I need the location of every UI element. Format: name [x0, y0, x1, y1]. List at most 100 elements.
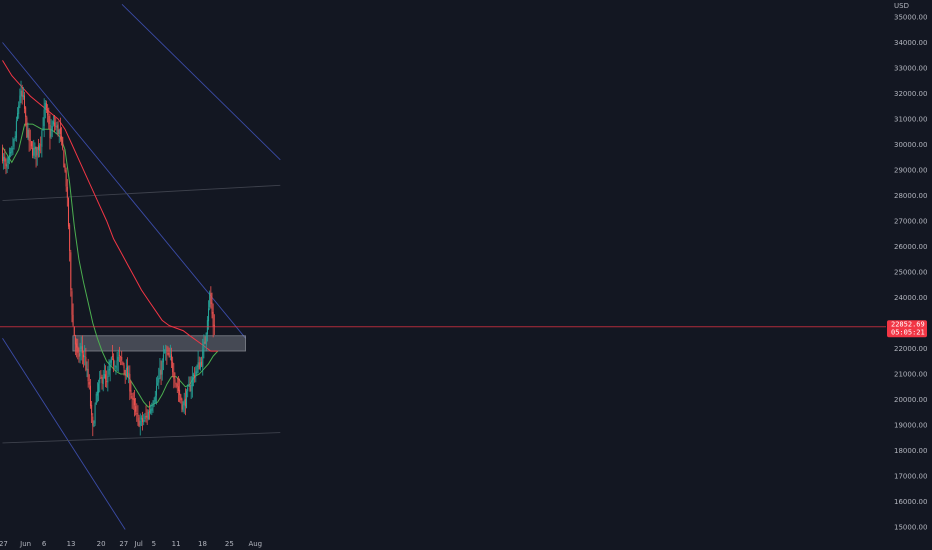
candle-body — [21, 90, 23, 97]
candle-body — [125, 368, 127, 377]
x-tick-label: 27 — [0, 540, 8, 548]
candle-body — [152, 404, 154, 408]
candle-body — [33, 147, 35, 156]
candle-body — [146, 415, 148, 418]
candle-body — [211, 302, 213, 314]
candle-body — [6, 164, 8, 168]
x-tick-label: 18 — [198, 540, 207, 548]
y-tick-label: 30000.00 — [894, 141, 927, 149]
candle-body — [7, 158, 9, 164]
candle-body — [187, 387, 189, 392]
candle-body — [19, 95, 21, 106]
candle-body — [209, 292, 211, 308]
candle-body — [170, 354, 172, 361]
candle-body — [94, 404, 96, 424]
candle-body — [66, 186, 68, 198]
candle-body — [86, 368, 88, 370]
candle-body — [95, 393, 97, 404]
candle-body — [83, 354, 85, 358]
candle-body — [100, 376, 102, 378]
candle-body — [35, 146, 37, 158]
candle-body — [179, 389, 181, 395]
candle-body — [168, 352, 170, 358]
candle-body — [174, 379, 176, 383]
candle-body — [133, 398, 135, 406]
y-tick-label: 25000.00 — [894, 269, 927, 277]
candle-body — [20, 90, 22, 96]
candle-body — [172, 361, 174, 373]
x-tick-label: 5 — [152, 540, 156, 548]
candle-body — [25, 107, 27, 118]
y-tick-label: 27000.00 — [894, 218, 927, 226]
y-tick-label: 29000.00 — [894, 167, 927, 175]
candle-body — [166, 353, 168, 355]
candle-body — [50, 129, 52, 137]
candle-body — [199, 362, 201, 369]
candle-body — [22, 95, 24, 97]
candle-body — [107, 376, 109, 383]
candle-body — [157, 383, 159, 385]
candle-body — [56, 125, 58, 128]
candle-body — [137, 414, 139, 417]
candle-body — [154, 395, 156, 402]
candle-body — [3, 156, 5, 161]
candle-body — [15, 120, 17, 138]
y-tick-label: 15000.00 — [894, 524, 927, 532]
candle-body — [131, 395, 133, 399]
candle-body — [85, 357, 87, 371]
candle-body — [36, 147, 38, 156]
candle-body — [201, 361, 203, 366]
plot-area[interactable] — [0, 3, 886, 530]
trend-line-2 — [2, 338, 126, 530]
candle-body — [138, 417, 140, 427]
candle-body — [110, 357, 112, 363]
candle-body — [13, 139, 15, 147]
candle-body — [105, 374, 107, 380]
candle-body — [47, 108, 49, 116]
candle-body — [115, 366, 117, 368]
y-tick-label: 33000.00 — [894, 65, 927, 73]
candle-body — [87, 368, 89, 382]
candle-body — [62, 137, 64, 149]
candle-body — [129, 374, 131, 392]
candle-body — [98, 383, 100, 393]
candle-body — [176, 383, 178, 387]
candle-body — [78, 353, 80, 357]
candle-body — [70, 252, 72, 290]
candle-body — [210, 293, 212, 304]
current-price-label: 22852.69 — [891, 320, 925, 328]
time-axis[interactable]: 27 Jun 6 13 20 27 Jul 5 11 18 25 Aug — [0, 540, 262, 548]
candle-body — [32, 148, 34, 156]
candle-body — [67, 198, 69, 227]
candle-body — [195, 371, 197, 376]
candle-body — [89, 385, 91, 407]
candle-body — [144, 416, 146, 419]
candle-body — [5, 162, 7, 166]
candle-body — [11, 147, 13, 153]
candle-body — [80, 346, 82, 350]
candle-body — [43, 109, 45, 127]
candle-body — [28, 129, 30, 142]
candle-body — [12, 147, 14, 149]
price-axis[interactable]: USD 15000.00 16000.00 17000.00 18000.00 1900… — [887, 2, 927, 532]
candle-body — [58, 129, 60, 135]
y-tick-label: 31000.00 — [894, 116, 927, 124]
candle-body — [198, 362, 200, 370]
candle-body — [136, 413, 138, 415]
candle-body — [84, 356, 86, 357]
candle-body — [77, 346, 79, 353]
candle-body — [160, 370, 162, 375]
candle-body — [41, 131, 43, 147]
trend-line-4 — [2, 432, 281, 444]
candle-body — [109, 360, 111, 371]
candle-body — [73, 326, 75, 337]
candle-body — [173, 371, 175, 379]
current-price-tag: 22852.69 05:05:21 — [887, 320, 927, 338]
y-tick-label: 18000.00 — [894, 447, 927, 455]
candle-body — [127, 366, 129, 378]
candle-body — [153, 400, 155, 404]
candle-body — [139, 420, 141, 426]
candle-body — [76, 343, 78, 348]
